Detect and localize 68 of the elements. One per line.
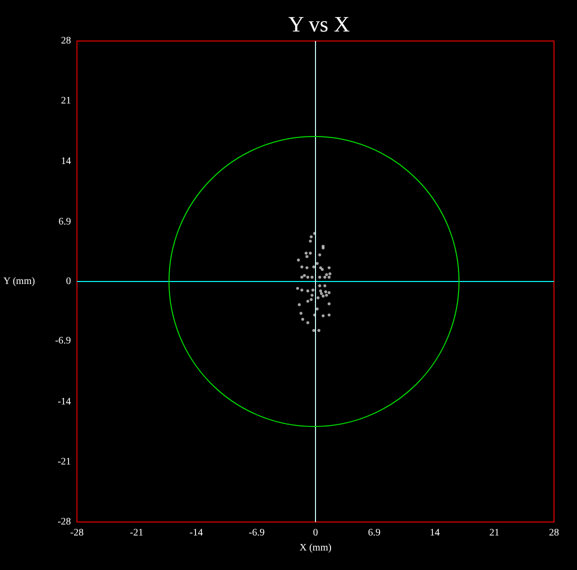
point	[312, 328, 316, 332]
point	[300, 265, 304, 268]
point	[308, 240, 312, 243]
point	[310, 294, 314, 297]
point	[328, 266, 331, 270]
point	[324, 290, 328, 294]
y-tick-label: 14	[60, 156, 71, 167]
point	[306, 289, 310, 292]
point	[312, 265, 316, 268]
point	[310, 298, 313, 302]
x-tick-label: -14	[190, 528, 203, 538]
point	[328, 276, 331, 279]
chart-title: Y vs X	[288, 12, 350, 36]
point	[325, 294, 328, 297]
y-axis-title: Y (mm)	[3, 276, 35, 287]
point	[322, 314, 325, 318]
y-tick-label: 28	[60, 36, 71, 46]
point	[306, 321, 310, 324]
point	[316, 296, 320, 300]
y-tick-label: -14	[58, 396, 71, 408]
point	[299, 312, 302, 315]
point	[328, 291, 331, 294]
point	[318, 284, 322, 288]
point	[308, 252, 312, 255]
point	[305, 255, 308, 258]
x-axis-title: X (mm)	[299, 542, 332, 554]
x-tick-label: 28	[549, 528, 559, 538]
point	[328, 272, 332, 276]
point	[310, 235, 313, 238]
point	[300, 288, 304, 292]
point	[306, 276, 310, 279]
y-tick-label: 0	[66, 276, 71, 287]
point	[328, 314, 331, 316]
y-tick-label: -6.9	[55, 335, 71, 346]
y-tick-label: -21	[58, 456, 71, 468]
point	[300, 276, 304, 279]
point	[318, 276, 322, 279]
x-tick-label: 0	[312, 528, 318, 538]
point	[317, 328, 320, 332]
point	[328, 302, 331, 306]
point	[316, 307, 319, 310]
point	[296, 286, 300, 290]
point	[311, 288, 314, 292]
y-tick-label: 21	[60, 96, 71, 107]
point	[310, 276, 314, 279]
y-tick-label: -28	[58, 516, 71, 528]
point	[316, 262, 319, 265]
point	[320, 292, 323, 296]
x-tick-label: 14	[430, 528, 440, 538]
y-tick-label: 6.9	[58, 216, 71, 228]
point	[304, 252, 308, 255]
x-tick-label: -6.9	[248, 528, 265, 538]
point	[325, 273, 328, 276]
point	[318, 253, 322, 256]
point	[323, 276, 326, 279]
point	[319, 289, 322, 292]
point	[298, 303, 301, 306]
point	[323, 284, 326, 288]
x-tick-label: -28	[70, 528, 84, 538]
x-tick-label: 6.9	[368, 528, 380, 538]
point	[305, 266, 308, 270]
x-tick-label: 21	[489, 528, 500, 538]
point	[296, 258, 300, 262]
point	[306, 300, 310, 303]
point	[322, 294, 325, 298]
x-tick-label: -21	[130, 528, 144, 538]
point	[302, 274, 306, 277]
point	[301, 318, 304, 321]
